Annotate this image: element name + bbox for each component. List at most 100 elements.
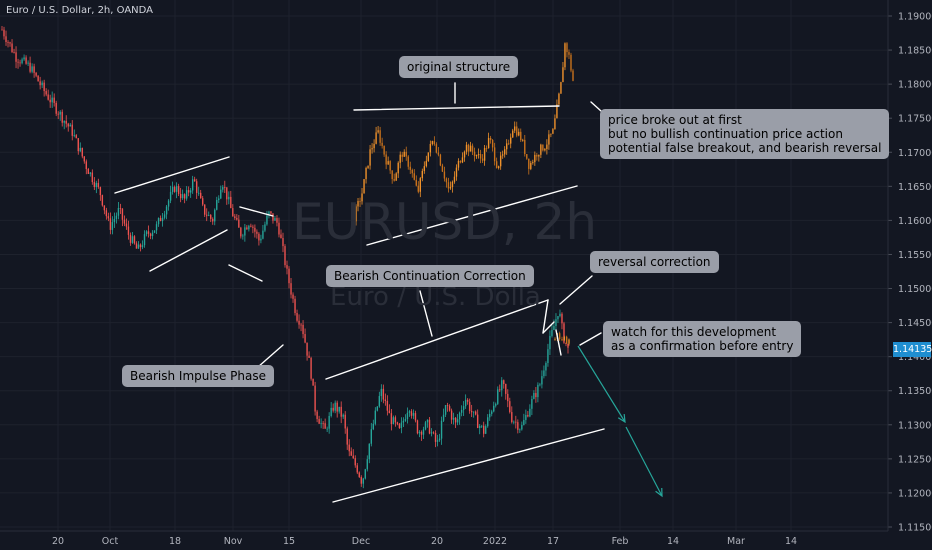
trendline-continuation-bottom[interactable] <box>332 428 605 503</box>
candle-body <box>117 208 120 216</box>
time-axis[interactable]: 20 Oct 18 Nov 15 Dec 20 2022 17 Feb 14 Mar 14 <box>52 536 797 547</box>
callout-watch-development[interactable]: watch for this development as a confirma… <box>603 321 802 357</box>
candle-body <box>527 415 529 417</box>
candle-body <box>75 135 77 139</box>
candle-body <box>242 235 244 237</box>
candle-body <box>1 29 3 31</box>
drawings[interactable] <box>114 82 663 503</box>
candle-body <box>322 422 324 424</box>
pointer-reversal[interactable] <box>559 275 593 305</box>
candle-body <box>143 234 146 246</box>
candle-body <box>391 170 393 180</box>
candle-body <box>79 147 81 152</box>
candle-body <box>268 211 270 216</box>
candle-body <box>304 334 306 343</box>
candle-body <box>316 411 318 420</box>
projection-arrow-2-head <box>655 487 663 498</box>
candle-body <box>234 216 236 218</box>
price-tick-label: 1.18500 <box>898 46 932 57</box>
candle-body <box>465 144 468 152</box>
candle-body <box>65 120 67 124</box>
trendline-continuation-top[interactable] <box>325 299 549 380</box>
candle-body <box>318 419 320 424</box>
projection-arrow-1[interactable] <box>577 345 626 423</box>
candle-body <box>367 165 369 168</box>
candle-body <box>489 137 492 140</box>
candle-body <box>505 143 508 150</box>
pointer-impulse[interactable] <box>257 344 284 368</box>
candle-body <box>230 196 232 209</box>
candle-body <box>423 166 426 171</box>
candle-body <box>497 166 500 168</box>
candle-body <box>501 154 504 156</box>
channel-nov-bottom[interactable] <box>228 264 263 282</box>
candle-body <box>185 190 188 199</box>
price-axis[interactable]: 1.19000 1.18500 1.18000 1.17500 1.17000 1.165… <box>888 12 932 534</box>
callout-breakout-note[interactable]: price broke out at first but no bullish … <box>600 109 890 159</box>
callout-original-structure[interactable]: original structure <box>399 56 519 78</box>
candle-body <box>507 393 509 402</box>
reversal-leg-2[interactable] <box>542 321 555 334</box>
candle-body <box>480 425 483 427</box>
reversal-leg-1[interactable] <box>542 299 549 334</box>
candle-body <box>357 201 359 207</box>
candle-body <box>511 412 513 423</box>
candle-body <box>348 444 350 452</box>
channel-sep-bottom[interactable] <box>149 229 228 272</box>
candle-body <box>552 129 554 134</box>
candle-body <box>414 413 417 421</box>
trendline-original-top[interactable] <box>353 105 560 111</box>
candle-body <box>21 59 23 64</box>
pointer-watch[interactable] <box>579 332 602 346</box>
candle-body <box>93 182 96 188</box>
candle-body <box>460 409 463 413</box>
candle-body <box>572 70 574 81</box>
candle-body <box>413 173 415 180</box>
projection-arrow-2[interactable] <box>625 426 663 497</box>
candle-body <box>416 420 419 434</box>
pointer-breakout-note[interactable] <box>590 101 602 112</box>
candle-body <box>558 333 561 340</box>
candle-body <box>99 187 102 196</box>
time-tick-label: 2022 <box>483 536 507 547</box>
candle-body <box>538 154 540 157</box>
reversal-leg-3[interactable] <box>555 329 562 356</box>
callout-reversal-correction[interactable]: reversal correction <box>590 251 719 273</box>
candle-body <box>115 215 118 219</box>
candle-body <box>384 399 387 401</box>
channel-sep-top[interactable] <box>114 156 230 194</box>
candle-body <box>361 193 363 202</box>
candle-body <box>272 213 274 221</box>
candle-body <box>466 399 469 402</box>
candle-body <box>463 151 466 158</box>
candle-body <box>83 156 85 162</box>
candle-body <box>378 396 381 407</box>
candle-body <box>548 134 550 145</box>
trendline-original-bottom[interactable] <box>366 185 578 246</box>
price-tick-label: 1.13500 <box>898 386 932 397</box>
candle-body <box>87 169 90 174</box>
candle-body <box>491 139 494 148</box>
candle-body <box>385 154 387 165</box>
candle-body <box>300 324 302 326</box>
candle-body <box>365 167 367 180</box>
pointer-continuation[interactable] <box>419 290 433 337</box>
candle-body <box>226 187 228 200</box>
candle-body <box>324 423 326 429</box>
candle-body <box>71 124 73 136</box>
candle-body <box>446 405 449 407</box>
channel-nov-top[interactable] <box>239 206 274 217</box>
candle-body <box>421 170 424 179</box>
candle-body <box>476 414 479 428</box>
candle-body <box>200 192 202 199</box>
candle-body <box>406 412 409 420</box>
candles <box>1 25 569 489</box>
candle-body <box>389 161 391 171</box>
callout-bearish-impulse[interactable]: Bearish Impulse Phase <box>122 365 274 387</box>
candle-body <box>157 218 160 225</box>
time-tick-label: Feb <box>612 536 629 547</box>
callout-bearish-continuation[interactable]: Bearish Continuation Correction <box>326 265 534 287</box>
candle-body <box>449 187 452 189</box>
candle-body <box>218 198 220 201</box>
